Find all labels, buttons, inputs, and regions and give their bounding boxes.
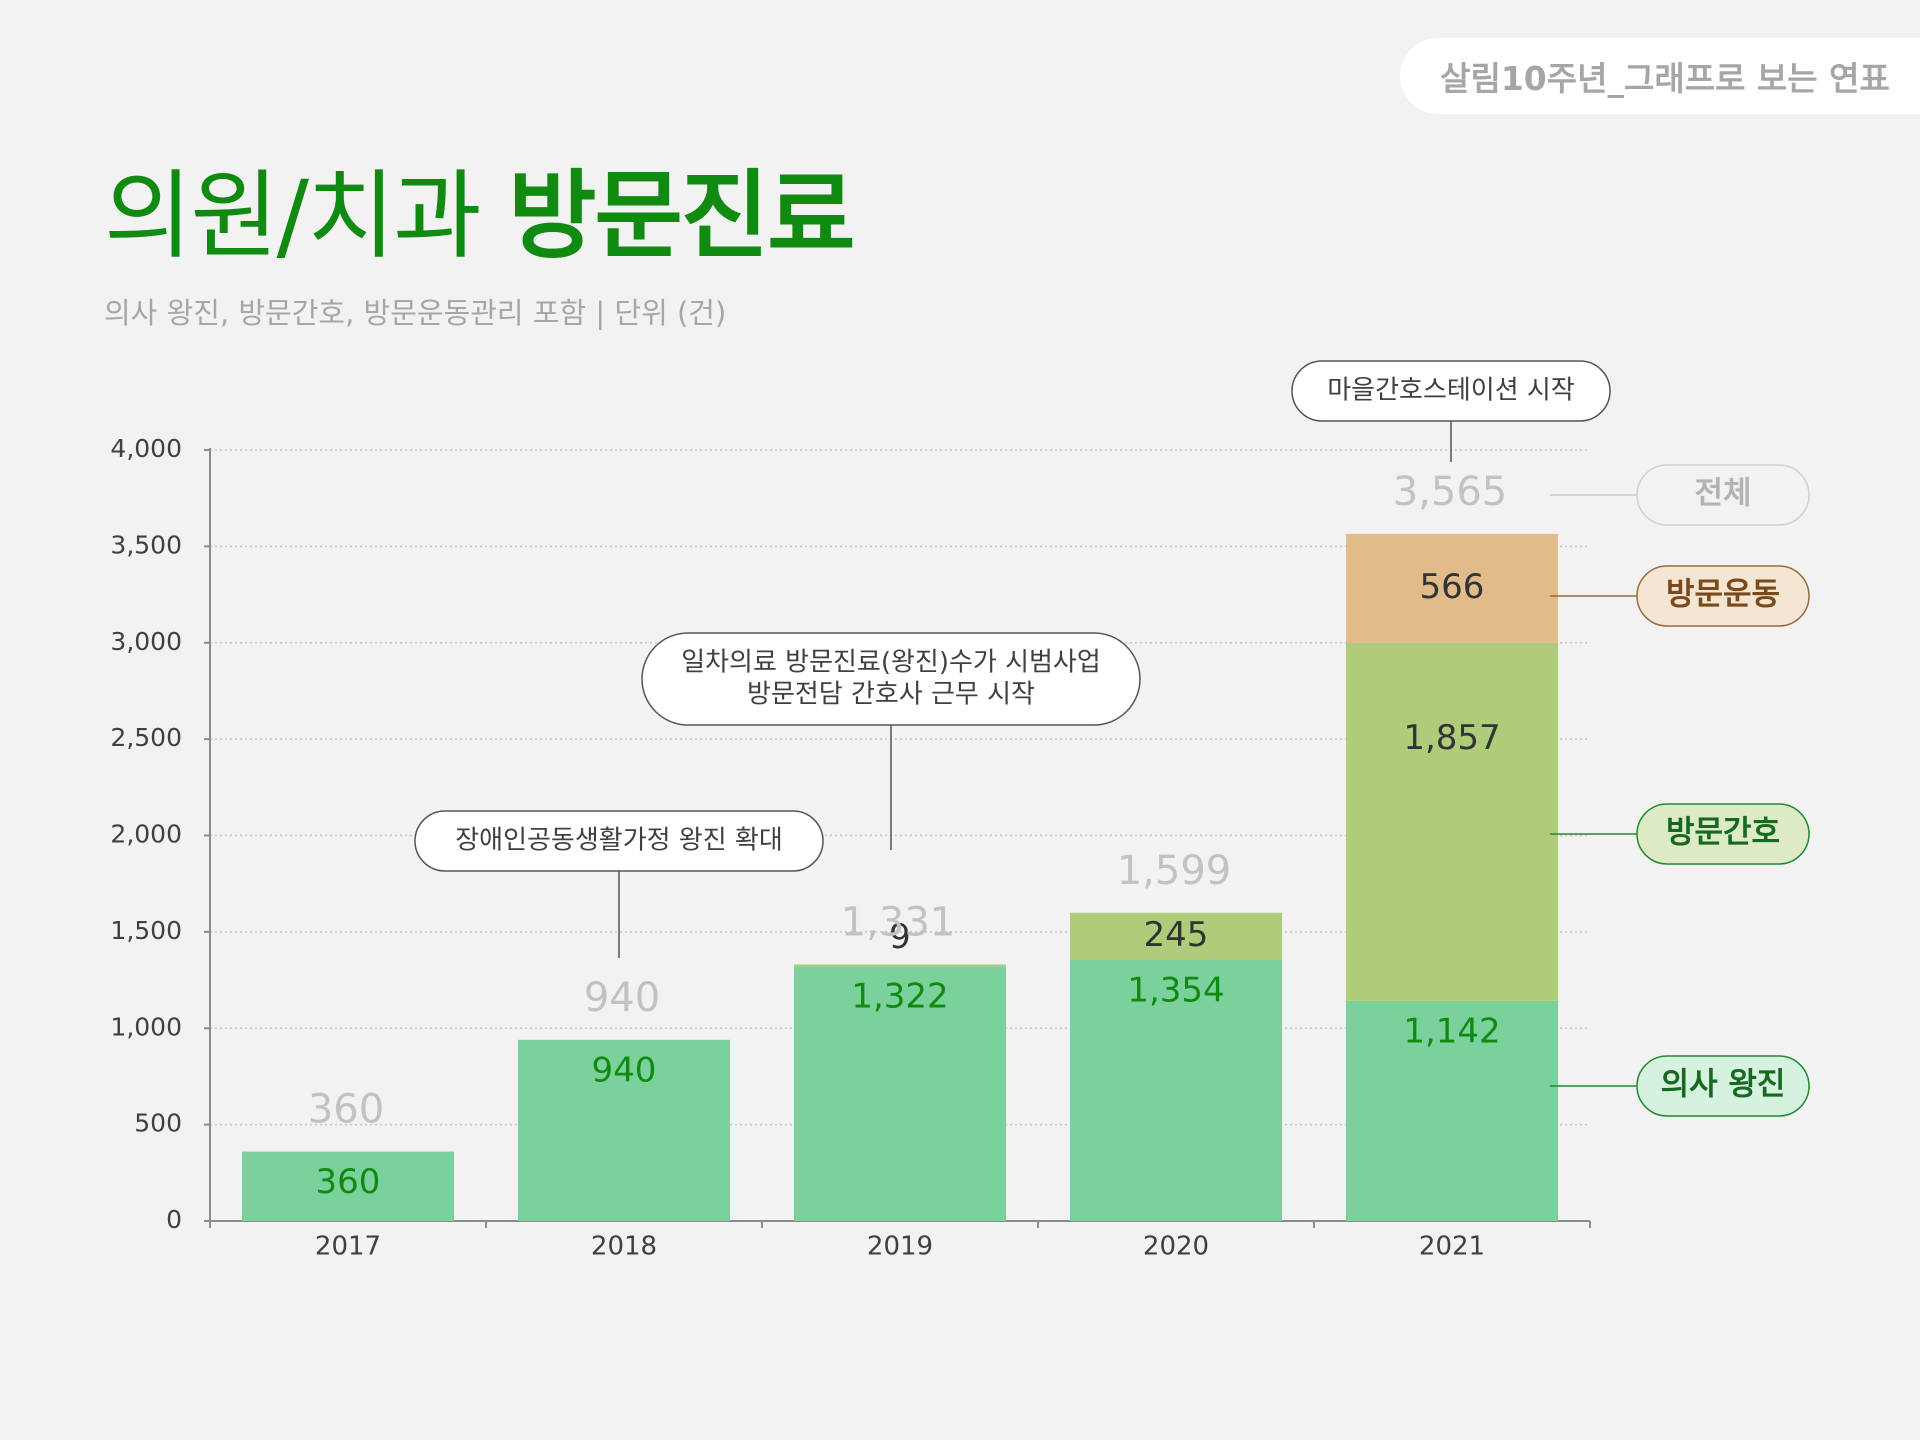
total-label: 360 (308, 1087, 384, 1133)
x-tick-label: 2017 (315, 1232, 381, 1262)
x-tick-label: 2018 (591, 1232, 657, 1262)
legend-label: 방문운동 (1666, 577, 1780, 613)
annotation-text: 장애인공동생활가정 왕진 확대 (455, 826, 783, 856)
y-tick-label: 2,500 (110, 723, 182, 752)
bar-segment (794, 964, 1006, 967)
annotation-text: 마을간호스테이션 시작 (1327, 376, 1574, 406)
total-label: 3,565 (1393, 469, 1508, 515)
total-label: 1,599 (1117, 848, 1232, 894)
data-label: 940 (592, 1050, 657, 1090)
legend-label: 의사 왕진 (1661, 1067, 1786, 1103)
bar-segment (1346, 533, 1558, 643)
bar-segment (794, 966, 1006, 1221)
legend-label: 전체 (1694, 476, 1751, 512)
y-tick-label: 1,500 (110, 916, 182, 945)
legend-pill (1636, 464, 1810, 526)
legend-pill (1636, 803, 1810, 865)
data-label: 1,354 (1127, 971, 1224, 1011)
y-tick-label: 3,000 (110, 627, 182, 656)
data-label: 1,857 (1403, 718, 1500, 758)
legend-pill (1636, 1055, 1810, 1117)
legend-label: 방문간호 (1666, 815, 1780, 851)
data-label: 1,322 (851, 977, 948, 1017)
y-tick-label: 2,000 (110, 820, 182, 849)
y-tick-label: 3,500 (110, 530, 182, 559)
annotation-box (414, 810, 824, 872)
annotation-text: 방문전담 간호사 근무 시작 (747, 680, 1035, 710)
bar-segment (1346, 642, 1558, 1001)
annotation-text: 일차의료 방문진료(왕진)수가 시범사업 (681, 648, 1101, 678)
x-tick-label: 2020 (1143, 1232, 1209, 1262)
page-title-bold: 방문진료 (508, 160, 855, 272)
y-tick-label: 1,000 (110, 1012, 182, 1041)
bar-segment (1346, 1000, 1558, 1221)
data-label: 1,142 (1403, 1011, 1500, 1051)
total-label: 1,331 (841, 899, 956, 945)
bar-segment (518, 1039, 730, 1221)
data-label: 9 (889, 917, 911, 957)
y-tick-label: 4,000 (110, 434, 182, 463)
page-subtitle: 의사 왕진, 방문간호, 방문운동관리 포함 | 단위 (건) (104, 296, 727, 330)
annotation-box (1291, 360, 1611, 422)
data-label: 360 (316, 1162, 381, 1202)
data-label: 566 (1420, 567, 1485, 607)
x-tick-label: 2019 (867, 1232, 933, 1262)
bar-segment (1070, 912, 1282, 961)
annotation-box (641, 632, 1141, 726)
legend-pill (1636, 565, 1810, 627)
x-tick-label: 2021 (1419, 1232, 1485, 1262)
data-label: 245 (1144, 915, 1209, 955)
total-label: 940 (584, 975, 660, 1021)
y-tick-label: 500 (134, 1109, 182, 1138)
bar-segment (242, 1151, 454, 1221)
series-tag: 살림10주년_그래프로 보는 연표 (1400, 38, 1920, 114)
page-title-light: 의원/치과 (104, 160, 482, 272)
page-title: 의원/치과 방문진료 (104, 168, 855, 264)
y-tick-label: 0 (166, 1205, 182, 1234)
bar-segment (1070, 960, 1282, 1221)
